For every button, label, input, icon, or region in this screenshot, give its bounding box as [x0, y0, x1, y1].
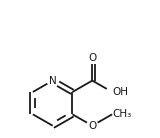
Text: O: O: [88, 53, 96, 63]
Text: OH: OH: [112, 87, 128, 97]
Text: N: N: [49, 76, 56, 86]
Text: O: O: [88, 121, 96, 131]
Text: CH₃: CH₃: [112, 109, 131, 119]
